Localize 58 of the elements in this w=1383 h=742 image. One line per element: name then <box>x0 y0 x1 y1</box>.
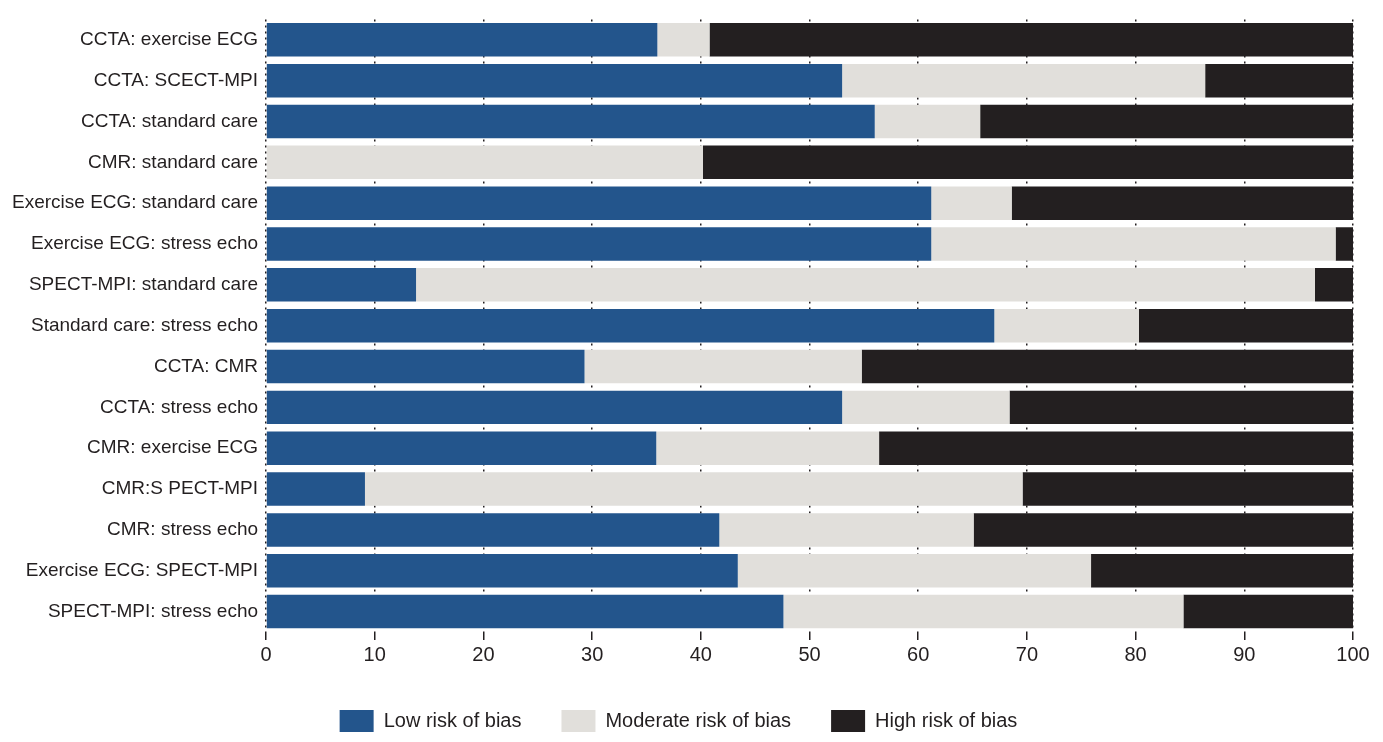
bar <box>994 308 1139 343</box>
bar <box>931 227 1336 261</box>
legend-label: Moderate risk of bias <box>605 708 792 731</box>
y-tick-label: Exercise ECG: standard care <box>12 191 259 213</box>
bar <box>266 554 738 588</box>
bar <box>266 227 932 261</box>
y-tick-label: CCTA: CMR <box>153 354 259 376</box>
x-tick-label: 10 <box>363 642 386 665</box>
legend-label: Low risk of bias <box>383 708 522 731</box>
x-tick-label: 30 <box>581 642 604 665</box>
bar <box>656 431 880 465</box>
bar <box>266 472 365 506</box>
bar <box>737 554 1092 588</box>
bar <box>416 268 1315 302</box>
y-tick-label: CCTA: SCECT-MPI <box>93 68 259 90</box>
x-tick-label: 90 <box>1233 642 1256 665</box>
bar <box>266 104 875 139</box>
bar <box>266 594 784 629</box>
y-tick-label: CCTA: exercise ECG <box>79 28 259 50</box>
bar <box>266 63 843 98</box>
y-tick-label: SPECT-MPI: standard care <box>28 273 259 295</box>
y-tick-label: Exercise ECG: SPECT-MPI <box>25 558 259 580</box>
y-tick-label: CMR:S PECT-MPI <box>101 477 259 499</box>
y-tick-label: CMR: exercise ECG <box>87 436 259 458</box>
x-tick-label: 50 <box>798 642 821 665</box>
y-tick-label: SPECT-MPI: stress echo <box>47 599 259 621</box>
bar <box>874 104 981 139</box>
y-tick-label: Standard care: stress echo <box>30 313 259 335</box>
bar <box>266 23 658 57</box>
y-tick-label: Exercise ECG: stress echo <box>31 232 259 254</box>
y-tick-label: CCTA: standard care <box>80 109 259 131</box>
bar <box>657 23 710 57</box>
x-tick-label: 80 <box>1124 642 1147 665</box>
x-tick-label: 100 <box>1336 642 1370 665</box>
bar <box>266 513 720 547</box>
x-tick-label: 0 <box>260 642 272 665</box>
bar <box>266 390 843 425</box>
bar <box>266 308 995 343</box>
x-tick-label: 20 <box>472 642 495 665</box>
bar <box>584 349 862 384</box>
y-tick-label: CMR: standard care <box>88 150 259 172</box>
bar <box>266 268 417 302</box>
bar <box>364 472 1023 506</box>
bar <box>842 63 1206 98</box>
bar <box>266 186 932 220</box>
bar <box>266 349 585 384</box>
bar <box>266 431 657 465</box>
bar <box>719 513 974 547</box>
bar <box>266 145 703 180</box>
y-tick-label: CMR: stress echo <box>107 518 259 540</box>
bar <box>842 390 1010 425</box>
y-tick-label: CCTA: stress echo <box>100 395 259 417</box>
bar <box>783 594 1184 629</box>
x-tick-label: 70 <box>1015 642 1039 665</box>
x-tick-label: 60 <box>907 642 930 665</box>
x-tick-label: 40 <box>689 642 712 665</box>
legend-label: High risk of bias <box>875 708 1018 731</box>
bar <box>931 186 1012 220</box>
